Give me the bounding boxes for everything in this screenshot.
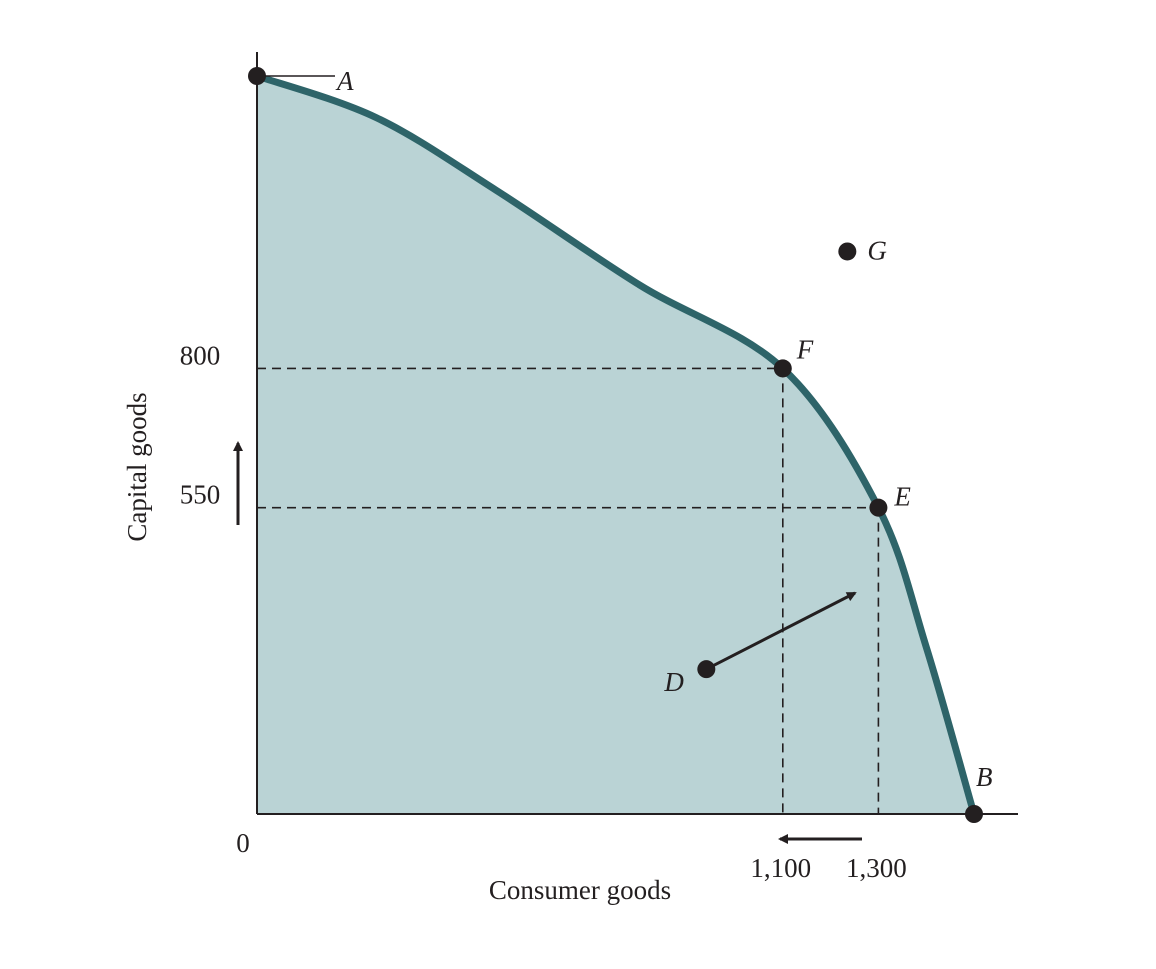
point-g: [838, 242, 857, 261]
y-tick-label-1: 550: [180, 480, 221, 510]
point-b-label: B: [976, 762, 993, 792]
point-f-label: F: [796, 334, 814, 364]
x-tick-labels: 1,100 1,300: [750, 853, 906, 883]
point-b: [965, 805, 983, 823]
feasible-region: [257, 76, 974, 814]
x-axis-title: Consumer goods: [489, 875, 671, 905]
points: A B D E F G: [248, 66, 993, 823]
guide-lines: [257, 367, 880, 814]
point-e-label: E: [893, 482, 911, 512]
point-a: [248, 67, 266, 85]
point-a-label: A: [335, 66, 354, 96]
y-tick-labels: 800 550: [180, 340, 221, 509]
arrow-d-to-e: [705, 591, 857, 671]
y-axis-title: Capital goods: [122, 392, 152, 541]
point-f: [773, 359, 792, 378]
point-e: [869, 498, 888, 517]
point-d: [697, 660, 716, 679]
production-possibilities-frontier: [253, 72, 978, 818]
x-tick-label-0: 1,100: [750, 853, 811, 883]
x-tick-label-1: 1,300: [846, 853, 907, 883]
point-g-label: G: [867, 235, 887, 265]
origin-label: 0: [236, 828, 250, 858]
point-d-label: D: [663, 667, 684, 697]
y-tick-label-0: 800: [180, 340, 221, 370]
